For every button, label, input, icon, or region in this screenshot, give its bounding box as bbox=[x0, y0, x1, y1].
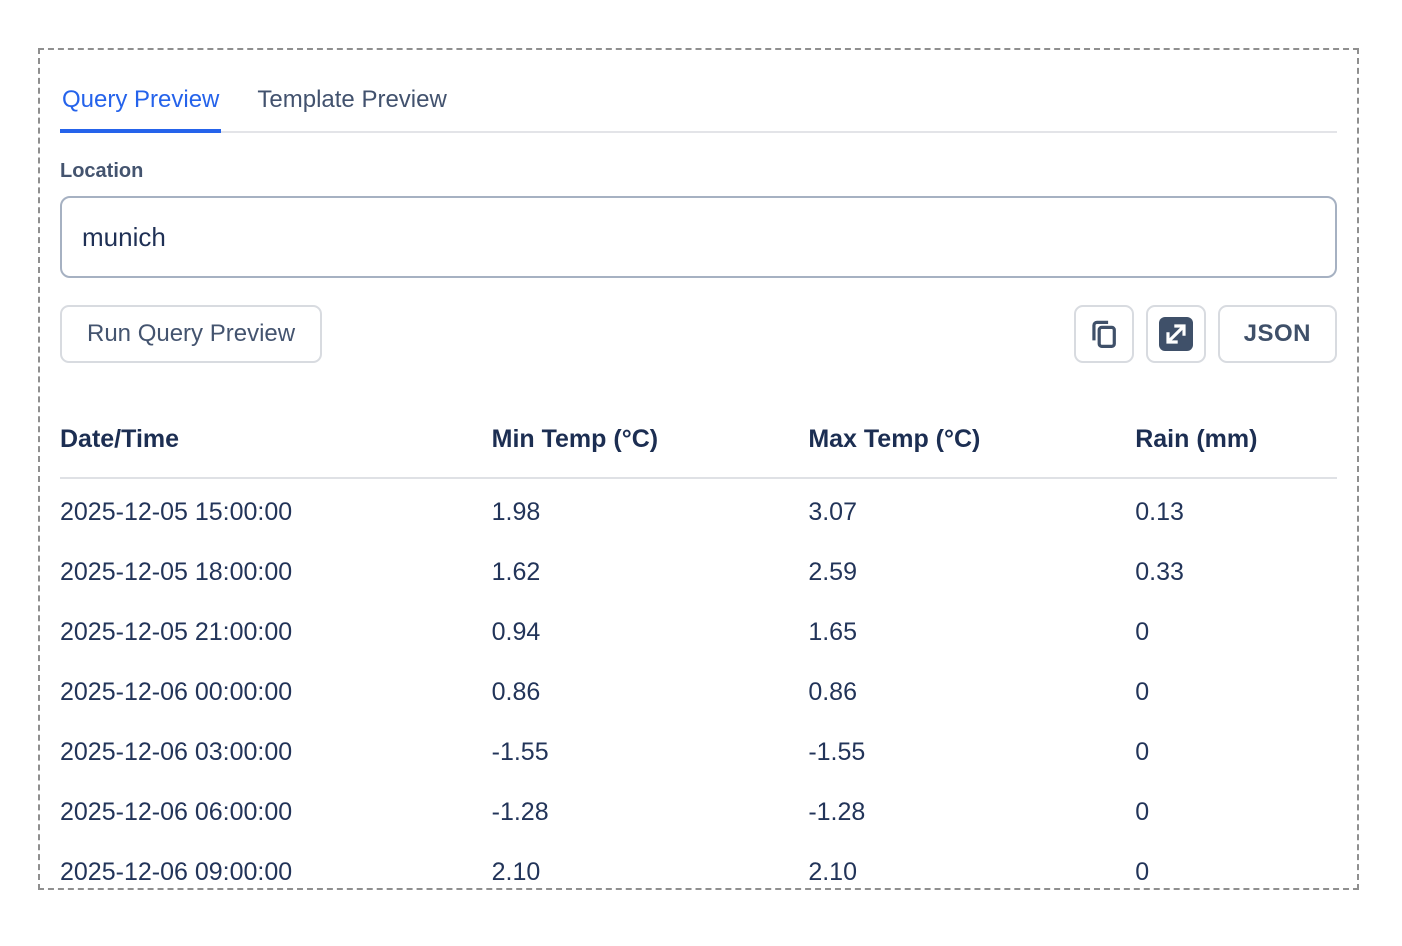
table-cell: -1.28 bbox=[808, 798, 866, 826]
column-header-min-temp: Min Temp (°C) bbox=[491, 425, 809, 479]
table-cell: 2025-12-06 06:00:00 bbox=[60, 798, 293, 826]
table-cell: 2.10 bbox=[808, 858, 857, 886]
table-cell: 0.86 bbox=[491, 678, 541, 706]
table-cell: 0.86 bbox=[808, 678, 857, 706]
table-cell: 0 bbox=[1135, 678, 1150, 706]
table-row: 2025-12-05 18:00:00 1.62 2.59 0.33 bbox=[60, 543, 1337, 603]
table-cell: -1.28 bbox=[491, 798, 549, 826]
table-cell: 2025-12-05 15:00:00 bbox=[60, 498, 293, 526]
results-table-body: 2025-12-05 15:00:00 1.98 3.07 0.13 2025-… bbox=[60, 478, 1337, 903]
results-table: Date/Time Min Temp (°C) Max Temp (°C) Ra… bbox=[60, 425, 1337, 903]
location-label: Location bbox=[60, 160, 144, 182]
table-cell: 2025-12-05 18:00:00 bbox=[60, 558, 293, 586]
column-header-max-temp: Max Temp (°C) bbox=[808, 425, 1136, 479]
table-row: 2025-12-06 06:00:00 -1.28 -1.28 0 bbox=[60, 783, 1337, 843]
table-row: 2025-12-05 15:00:00 1.98 3.07 0.13 bbox=[60, 478, 1337, 543]
copy-button[interactable] bbox=[1073, 305, 1134, 363]
toolbar: JSON bbox=[1073, 305, 1337, 363]
tab-template-preview[interactable]: Template Preview bbox=[257, 86, 447, 113]
location-input[interactable] bbox=[60, 196, 1337, 278]
table-cell: 1.98 bbox=[491, 498, 541, 526]
table-cell: 2.59 bbox=[808, 558, 857, 586]
table-cell: 3.07 bbox=[808, 498, 857, 526]
table-cell: 1.62 bbox=[491, 558, 541, 586]
table-cell: -1.55 bbox=[491, 738, 549, 766]
table-row: 2025-12-06 03:00:00 -1.55 -1.55 0 bbox=[60, 723, 1337, 783]
run-query-preview-button[interactable]: Run Query Preview bbox=[60, 305, 323, 363]
table-row: 2025-12-06 09:00:00 2.10 2.10 0 bbox=[60, 843, 1337, 903]
copy-icon bbox=[1089, 318, 1119, 350]
table-cell: 0.94 bbox=[491, 618, 541, 646]
column-header-rain: Rain (mm) bbox=[1135, 425, 1337, 479]
table-cell: 0 bbox=[1135, 618, 1150, 646]
table-row: 2025-12-05 21:00:00 0.94 1.65 0 bbox=[60, 603, 1337, 663]
table-cell: 1.65 bbox=[808, 618, 857, 646]
tab-query-preview[interactable]: Query Preview bbox=[60, 86, 222, 133]
table-cell: 0 bbox=[1135, 858, 1150, 886]
table-cell: 0 bbox=[1135, 798, 1150, 826]
table-cell: 0.33 bbox=[1135, 558, 1184, 586]
table-cell: 0 bbox=[1135, 738, 1150, 766]
table-cell: 2025-12-06 03:00:00 bbox=[60, 738, 293, 766]
actions-row: Run Query Preview bbox=[60, 305, 1337, 363]
expand-button[interactable] bbox=[1145, 305, 1206, 363]
results-table-header: Date/Time Min Temp (°C) Max Temp (°C) Ra… bbox=[60, 425, 1337, 479]
table-cell: 0.13 bbox=[1135, 498, 1184, 526]
table-cell: 2025-12-06 09:00:00 bbox=[60, 858, 293, 886]
table-cell: 2.10 bbox=[491, 858, 541, 886]
table-row: 2025-12-06 00:00:00 0.86 0.86 0 bbox=[60, 663, 1337, 723]
table-cell: -1.55 bbox=[808, 738, 866, 766]
json-button[interactable]: JSON bbox=[1217, 305, 1337, 363]
tab-bar: Query Preview Template Preview bbox=[60, 86, 1337, 133]
query-preview-panel: Query Preview Template Preview Location … bbox=[38, 48, 1359, 890]
table-cell: 2025-12-06 00:00:00 bbox=[60, 678, 293, 706]
column-header-datetime: Date/Time bbox=[60, 425, 492, 479]
table-cell: 2025-12-05 21:00:00 bbox=[60, 618, 293, 646]
expand-icon bbox=[1158, 317, 1193, 351]
